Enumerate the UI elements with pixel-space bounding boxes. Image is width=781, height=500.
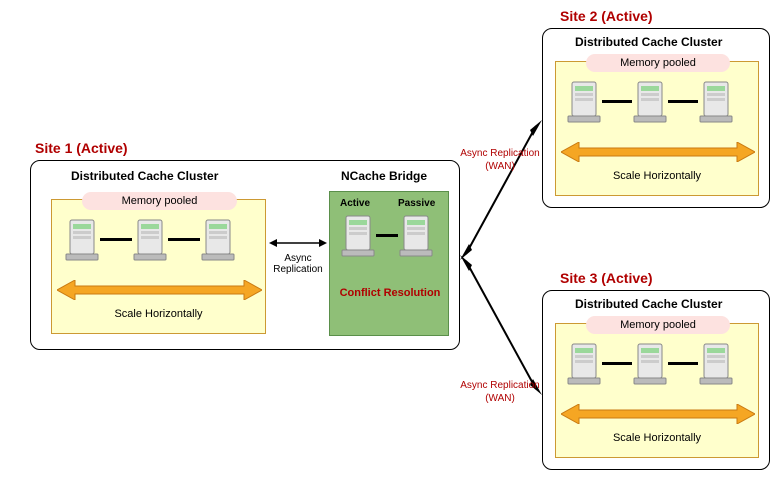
connector [168, 238, 200, 241]
server-icon [132, 218, 168, 262]
site2-scale-label: Scale Horizontally [556, 170, 758, 182]
server-icon [698, 80, 734, 124]
site1-label: Site 1 (Active) [35, 140, 128, 156]
server-icon [64, 218, 100, 262]
server-icon [632, 342, 668, 386]
site3-panel: Distributed Cache Cluster Memory pooled … [542, 290, 770, 470]
connector [376, 234, 398, 237]
server-icon [340, 214, 376, 258]
bridge-active-label: Active [340, 198, 370, 209]
site3-cluster-title: Distributed Cache Cluster [575, 297, 722, 311]
site1-cluster-title: Distributed Cache Cluster [71, 169, 218, 183]
server-icon [566, 80, 602, 124]
connector [602, 100, 632, 103]
bridge-title: NCache Bridge [341, 169, 427, 183]
local-replication-arrow-icon [269, 236, 327, 250]
site2-cache-box: Memory pooled Scale Horizontally [555, 61, 759, 196]
wan-label-site3-line2: (WAN) [450, 393, 550, 404]
site1-memory-label: Memory pooled [82, 192, 237, 210]
site3-cache-box: Memory pooled Scale Horizontally [555, 323, 759, 458]
connector [100, 238, 132, 241]
connector [602, 362, 632, 365]
wan-label-site2-line2: (WAN) [450, 161, 550, 172]
site3-scale-label: Scale Horizontally [556, 432, 758, 444]
connector [668, 362, 698, 365]
site1-scale-label: Scale Horizontally [52, 308, 265, 320]
local-replication-label: Async Replication [266, 253, 330, 275]
site3-label: Site 3 (Active) [560, 270, 653, 286]
scale-arrow-icon [57, 280, 262, 300]
server-icon [566, 342, 602, 386]
bridge-passive-label: Passive [398, 198, 435, 209]
wan-arrow-site2-icon [460, 120, 542, 260]
site1-panel: Distributed Cache Cluster Memory pooled … [30, 160, 460, 350]
server-icon [200, 218, 236, 262]
site3-memory-label: Memory pooled [586, 316, 730, 334]
server-icon [632, 80, 668, 124]
site2-cluster-title: Distributed Cache Cluster [575, 35, 722, 49]
site2-memory-label: Memory pooled [586, 54, 730, 72]
bridge-box: Active Passive Conflict Resolution [329, 191, 449, 336]
server-icon [698, 342, 734, 386]
wan-label-site3-line1: Async Replication [450, 380, 550, 391]
site1-cache-box: Memory pooled Scale Horizontally [51, 199, 266, 334]
wan-arrow-site3-icon [460, 255, 542, 395]
server-icon [398, 214, 434, 258]
wan-label-site2-line1: Async Replication [450, 148, 550, 159]
site2-panel: Distributed Cache Cluster Memory pooled … [542, 28, 770, 208]
site2-label: Site 2 (Active) [560, 8, 653, 24]
scale-arrow-icon [561, 404, 755, 424]
connector [668, 100, 698, 103]
conflict-label: Conflict Resolution [330, 287, 450, 299]
scale-arrow-icon [561, 142, 755, 162]
